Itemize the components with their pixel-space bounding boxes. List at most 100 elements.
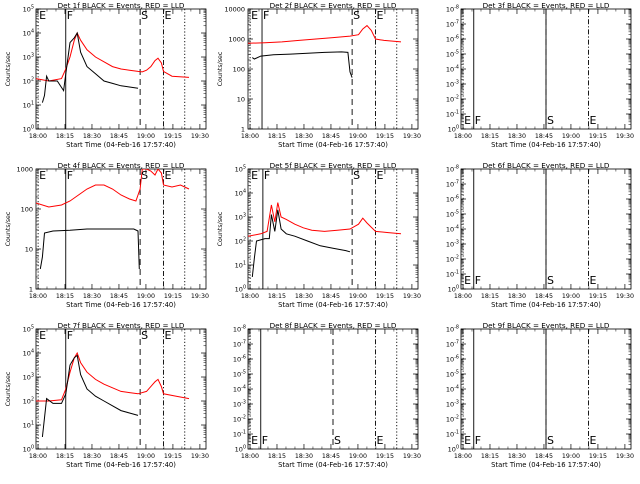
x-tick-label: 18:00 [241, 453, 259, 460]
plot-panel-9: Det 9f BLACK = Events, RED = LLD10010-11… [446, 321, 634, 469]
x-tick-label: 19:30 [616, 133, 634, 140]
x-tick-label: 18:00 [241, 133, 259, 140]
y-tick-label: 10-4 [446, 225, 459, 234]
plot-area [36, 329, 189, 449]
event-marker-label: F [475, 274, 481, 287]
x-tick-label: 18:45 [322, 293, 340, 300]
y-tick-label: 10-2 [233, 415, 246, 424]
series-lld-red [36, 33, 189, 81]
event-marker-label: E [377, 9, 384, 22]
x-tick-label: 19:00 [349, 453, 367, 460]
x-tick-label: 18:45 [535, 133, 553, 140]
event-marker-label: E [377, 434, 384, 447]
x-tick-label: 18:00 [29, 453, 47, 460]
plot-panel-8: Det 8f BLACK = Events, RED = LLD10010-11… [233, 321, 421, 469]
x-tick-label: 18:45 [535, 453, 553, 460]
x-tick-label: 19:15 [589, 293, 607, 300]
y-axis-label: Counts/sec [5, 371, 12, 406]
event-marker-label: F [475, 114, 481, 127]
x-tick-label: 19:00 [349, 293, 367, 300]
y-tick-label: 10-4 [446, 65, 459, 74]
x-tick-label: 18:15 [481, 293, 499, 300]
x-tick-label: 18:45 [322, 133, 340, 140]
event-marker-label: S [547, 274, 554, 287]
series-events-black [42, 33, 138, 103]
y-tick-label: 10-3 [446, 80, 459, 89]
y-tick-label: 105 [235, 165, 246, 174]
x-tick-label: 19:00 [562, 453, 580, 460]
event-marker-label: S [353, 169, 360, 182]
x-tick-label: 19:00 [562, 133, 580, 140]
event-marker-label: E [39, 169, 46, 182]
plot-area [248, 9, 401, 129]
plot-frame [248, 169, 418, 289]
y-tick-label: 10-7 [446, 340, 459, 349]
x-tick-label: 19:15 [376, 293, 394, 300]
x-tick-label: 18:45 [110, 293, 128, 300]
y-tick-label: 10-2 [446, 415, 459, 424]
y-tick-label: 10000 [224, 6, 245, 14]
y-tick-label: 10-8 [446, 325, 459, 334]
event-marker-label: S [547, 114, 554, 127]
plot-area [463, 9, 588, 129]
series-events-black [42, 355, 138, 437]
y-tick-label: 102 [235, 237, 246, 246]
x-tick-label: 18:15 [268, 453, 286, 460]
y-tick-label: 10 [237, 96, 245, 104]
x-tick-label: 19:15 [376, 453, 394, 460]
y-tick-label: 10-1 [233, 430, 246, 439]
event-marker-label: F [263, 9, 269, 22]
x-tick-label: 18:45 [110, 453, 128, 460]
x-tick-label: 18:15 [56, 293, 74, 300]
x-tick-label: 18:00 [454, 293, 472, 300]
plot-area [36, 9, 189, 129]
x-tick-label: 19:00 [137, 293, 155, 300]
series-lld-red [36, 353, 189, 401]
event-marker-label: S [141, 9, 148, 22]
event-marker-label: E [39, 329, 46, 342]
y-tick-label: 10-4 [446, 385, 459, 394]
x-tick-label: 19:15 [589, 133, 607, 140]
series-events-black [252, 52, 352, 78]
y-tick-label: 10-1 [446, 270, 459, 279]
x-tick-label: 18:30 [508, 453, 526, 460]
y-tick-label: 10-6 [446, 35, 459, 44]
event-marker-label: F [67, 9, 73, 22]
plot-panel-4: Det 4f BLACK = Events, RED = LLD11010010… [5, 161, 209, 309]
y-tick-label: 10-7 [233, 340, 246, 349]
plot-panel-2: Det 2f BLACK = Events, RED = LLD11010010… [217, 1, 421, 149]
y-tick-label: 10-2 [446, 255, 459, 264]
series-events-black [252, 210, 350, 277]
x-tick-label: 18:30 [83, 453, 101, 460]
y-tick-label: 10-2 [446, 95, 459, 104]
x-tick-label: 19:30 [403, 133, 421, 140]
x-tick-label: 19:30 [403, 453, 421, 460]
x-axis-label: Start Time (04-Feb-16 17:57:40) [66, 461, 176, 469]
plot-panel-1: Det 1f BLACK = Events, RED = LLD10010110… [5, 1, 209, 149]
x-tick-label: 19:15 [164, 133, 182, 140]
x-tick-label: 18:30 [83, 293, 101, 300]
x-tick-label: 18:30 [295, 133, 313, 140]
x-axis-label: Start Time (04-Feb-16 17:57:40) [491, 301, 601, 309]
plot-panel-6: Det 6f BLACK = Events, RED = LLD10010-11… [446, 161, 634, 309]
event-marker-label: E [165, 9, 172, 22]
y-tick-label: 10-7 [446, 180, 459, 189]
x-tick-label: 18:45 [535, 293, 553, 300]
x-tick-label: 19:30 [616, 293, 634, 300]
y-tick-label: 10-5 [446, 210, 459, 219]
plot-panel-7: Det 7f BLACK = Events, RED = LLD10010110… [5, 321, 209, 469]
event-marker-label: E [165, 329, 172, 342]
x-tick-label: 18:30 [295, 453, 313, 460]
event-marker-label: E [590, 434, 597, 447]
event-marker-label: F [67, 329, 73, 342]
x-axis-label: Start Time (04-Feb-16 17:57:40) [491, 141, 601, 149]
y-tick-label: 1000 [228, 36, 245, 44]
plot-area [36, 169, 189, 289]
y-tick-label: 103 [23, 53, 34, 62]
x-tick-label: 18:00 [29, 133, 47, 140]
plot-panel-3: Det 3f BLACK = Events, RED = LLD10010-11… [446, 1, 634, 149]
x-tick-label: 19:30 [191, 293, 209, 300]
y-tick-label: 10-8 [446, 165, 459, 174]
series-lld-red [248, 26, 401, 44]
y-tick-label: 100 [21, 206, 33, 214]
